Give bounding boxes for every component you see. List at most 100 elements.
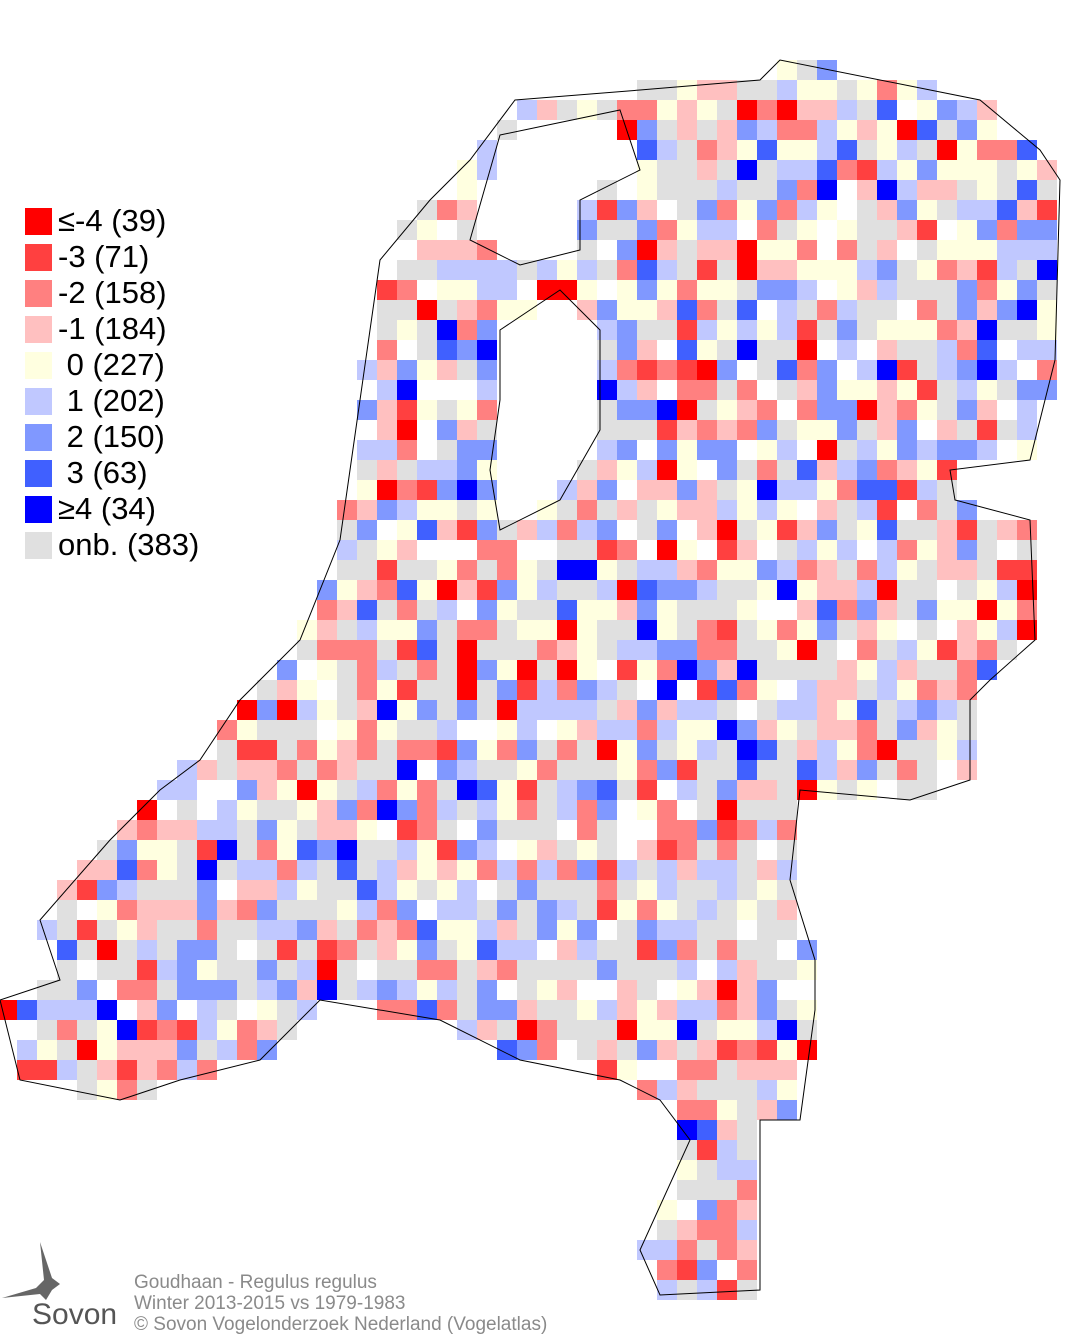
grid-cell (417, 740, 437, 760)
grid-cell (637, 720, 657, 740)
grid-cell (757, 1080, 777, 1100)
grid-cell (977, 140, 997, 160)
grid-cell (657, 760, 677, 780)
grid-cell (717, 1240, 737, 1260)
grid-cell (677, 80, 697, 100)
grid-cell (697, 1280, 717, 1300)
grid-cell (657, 600, 677, 620)
grid-cell (757, 1000, 777, 1020)
grid-cell (877, 460, 897, 480)
grid-cell (577, 740, 597, 760)
grid-cell (377, 900, 397, 920)
grid-cell (517, 860, 537, 880)
grid-cell (137, 900, 157, 920)
grid-cell (837, 220, 857, 240)
grid-cell (57, 1040, 77, 1060)
grid-cell (617, 720, 637, 740)
grid-cell (757, 740, 777, 760)
grid-cell (457, 1000, 477, 1020)
grid-cell (177, 1020, 197, 1040)
grid-cell (157, 860, 177, 880)
grid-cell (117, 820, 137, 840)
grid-cell (297, 840, 317, 860)
grid-cell (337, 880, 357, 900)
grid-cell (437, 340, 457, 360)
grid-cell (637, 380, 657, 400)
grid-cell (777, 760, 797, 780)
grid-cell (537, 740, 557, 760)
grid-cell (837, 300, 857, 320)
grid-cell (757, 1040, 777, 1060)
grid-cell (397, 380, 417, 400)
grid-cell (817, 120, 837, 140)
grid-cell (477, 620, 497, 640)
grid-cell (357, 560, 377, 580)
grid-cell (1017, 260, 1037, 280)
grid-cell (797, 520, 817, 540)
grid-cell (317, 900, 337, 920)
grid-cell (977, 280, 997, 300)
grid-cell (897, 760, 917, 780)
grid-cell (497, 260, 517, 280)
grid-cell (1037, 260, 1057, 280)
grid-cell (57, 960, 77, 980)
grid-cell (957, 680, 977, 700)
grid-cell (317, 940, 337, 960)
grid-cell (977, 120, 997, 140)
grid-cell (697, 1200, 717, 1220)
grid-cell (697, 300, 717, 320)
grid-cell (737, 820, 757, 840)
grid-cell (657, 160, 677, 180)
grid-cell (797, 360, 817, 380)
grid-cell (517, 920, 537, 940)
grid-cell (717, 920, 737, 940)
grid-cell (917, 160, 937, 180)
grid-cell (557, 260, 577, 280)
logo-text: Sovon (32, 1298, 118, 1331)
grid-cell (837, 460, 857, 480)
grid-cell (977, 180, 997, 200)
grid-cell (977, 160, 997, 180)
grid-cell (857, 260, 877, 280)
grid-cell (497, 620, 517, 640)
grid-cell (677, 300, 697, 320)
grid-cell (797, 320, 817, 340)
grid-cell (877, 620, 897, 640)
grid-cell (717, 860, 737, 880)
grid-cell (457, 300, 477, 320)
grid-cell (797, 660, 817, 680)
grid-cell (877, 200, 897, 220)
grid-cell (437, 280, 457, 300)
grid-cell (417, 500, 437, 520)
grid-cell (717, 620, 737, 640)
grid-cell (777, 160, 797, 180)
grid-cell (357, 660, 377, 680)
grid-cell (57, 980, 77, 1000)
grid-cell (457, 580, 477, 600)
grid-cell (697, 320, 717, 340)
grid-cell (77, 1060, 97, 1080)
grid-cell (757, 860, 777, 880)
grid-cell (697, 680, 717, 700)
grid-cell (1037, 200, 1057, 220)
grid-cell (417, 300, 437, 320)
grid-cell (457, 160, 477, 180)
grid-cell (697, 160, 717, 180)
grid-cell (697, 700, 717, 720)
grid-cell (777, 700, 797, 720)
grid-cell (117, 900, 137, 920)
grid-cell (397, 880, 417, 900)
grid-cell (697, 120, 717, 140)
grid-cell (777, 840, 797, 860)
grid-cell (697, 980, 717, 1000)
grid-cell (197, 1060, 217, 1080)
grid-cell (777, 80, 797, 100)
grid-cell (697, 940, 717, 960)
grid-cell (677, 640, 697, 660)
grid-cell (557, 740, 577, 760)
grid-cell (657, 300, 677, 320)
grid-cell (297, 640, 317, 660)
grid-cell (557, 880, 577, 900)
grid-cell (737, 420, 757, 440)
grid-cell (617, 300, 637, 320)
